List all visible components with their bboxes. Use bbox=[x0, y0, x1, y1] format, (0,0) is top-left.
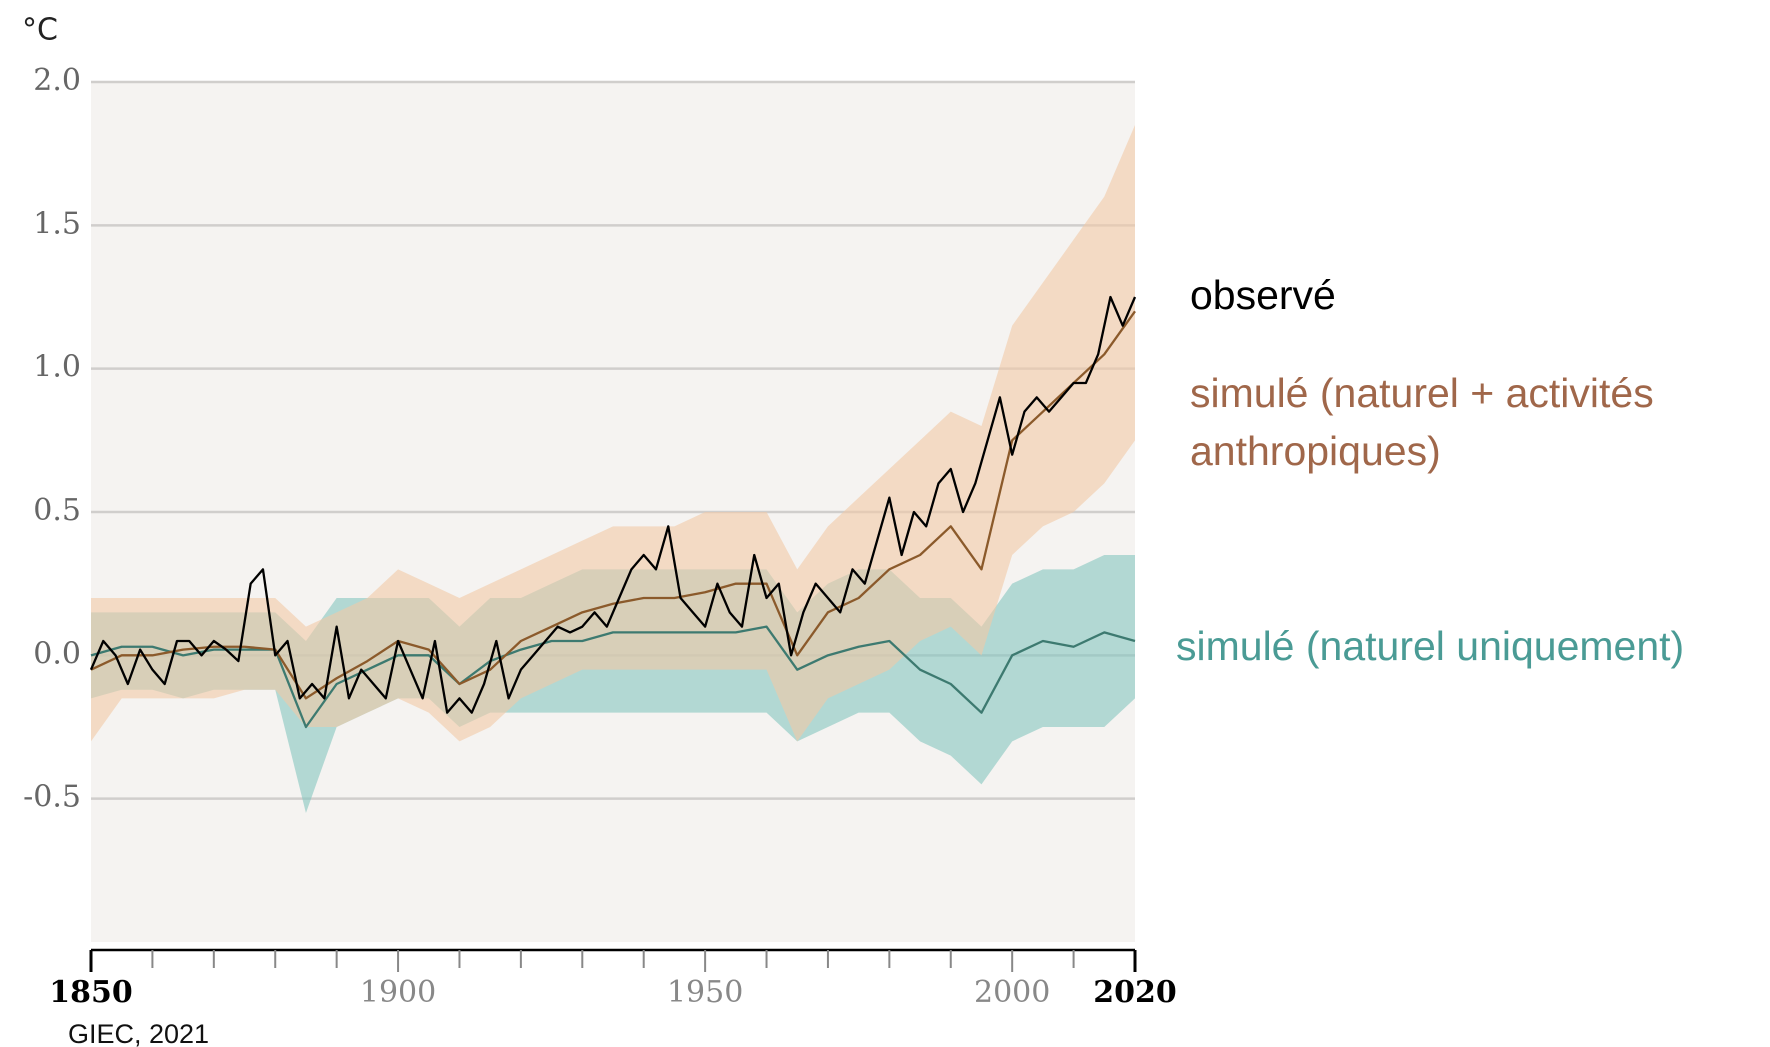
y-tick-label: 2.0 bbox=[33, 63, 81, 98]
x-tick-label: 2000 bbox=[974, 975, 1050, 1010]
x-tick-label: 1850 bbox=[49, 975, 133, 1010]
series-line bbox=[90, 310, 1136, 700]
uncertainty-band bbox=[91, 125, 1135, 742]
y-tick-label: 1.0 bbox=[33, 350, 81, 385]
y-tick-label: 0.5 bbox=[33, 493, 81, 528]
x-tick-label: 1950 bbox=[667, 975, 743, 1010]
legend-anthropogenic: simulé (naturel + activités anthropiques… bbox=[1190, 370, 1654, 474]
y-tick-label: -0.5 bbox=[23, 780, 81, 815]
x-tick-label: 2020 bbox=[1093, 975, 1177, 1010]
legend-natural: simulé (naturel uniquement) bbox=[1176, 623, 1685, 669]
y-tick-label: 1.5 bbox=[33, 206, 81, 241]
y-unit: °C bbox=[22, 13, 58, 48]
source: GIEC, 2021 bbox=[68, 1019, 209, 1047]
legend-observed: observé bbox=[1190, 272, 1336, 318]
x-tick-label: 1900 bbox=[360, 975, 436, 1010]
y-tick-label: 0.0 bbox=[33, 636, 81, 671]
series-line bbox=[89, 295, 1137, 714]
